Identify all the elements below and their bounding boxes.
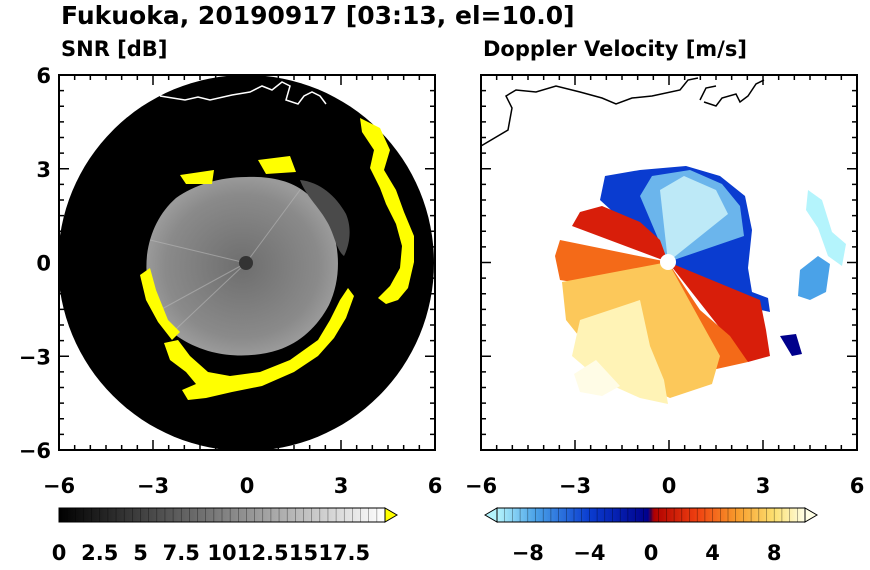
colorbar-tick-label: −4 [573,541,605,565]
snr-coastline [159,81,327,105]
x-tick-label: −6 [43,474,75,498]
doppler-colorbar-extend-high [804,507,818,523]
x-tick-label: 0 [240,474,255,498]
y-tick-label: −3 [19,345,51,369]
doppler-radar-site-marker [660,254,676,270]
snr-panel: SNR [dB] [19,37,443,498]
colorbar-tick-label: −8 [512,541,544,565]
doppler-panel-title: Doppler Velocity [m/s] [483,37,747,61]
doppler-plot-area [481,77,846,404]
snr-colorbar-ticks: 0 2.5 5 7.5 10 12.5 15 17.5 [52,508,378,565]
doppler-positive-red [572,206,770,362]
doppler-coastline [481,77,765,147]
snr-panel-title: SNR [dB] [61,37,167,61]
y-tick-label: 3 [36,158,51,182]
y-tick-label: −6 [19,439,51,463]
colorbar-tick-label: 4 [705,541,720,565]
snr-colorbar: 0 2.5 5 7.5 10 12.5 15 17.5 [52,507,398,565]
x-tick-label: 3 [756,474,771,498]
colorbar-tick-label: 7.5 [163,541,200,565]
y-tick-label: 0 [36,252,51,276]
x-tick-label: 0 [662,474,677,498]
doppler-positive-faint [574,360,620,396]
y-tick-label: 6 [36,64,51,88]
doppler-panel: Doppler Velocity [m/s] −6 −3 0 3 6 [465,37,864,498]
doppler-east-patch [798,256,830,300]
snr-radial-rays [149,189,301,331]
colorbar-tick-label: 15 [289,541,318,565]
snr-axis-ticks: −6 −3 0 3 6 6 3 0 −3 −6 [19,64,443,498]
x-tick-label: −3 [137,474,169,498]
doppler-colorbar-extend-low [484,507,498,523]
snr-plot-area [59,75,434,450]
doppler-colorbar-ticks: −8 −4 0 4 8 [504,508,798,565]
figure-title: Fukuoka, 20190917 [03:13, el=10.0] [61,1,575,30]
colorbar-tick-label: 0 [644,541,659,565]
doppler-axis-ticks: −6 −3 0 3 6 [465,74,865,498]
doppler-southeast-patch [780,334,802,356]
colorbar-tick-label: 17.5 [318,541,370,565]
colorbar-tick-label: 8 [767,541,782,565]
colorbar-tick-label: 0 [52,541,67,565]
snr-colorbar-extend-arrow [384,507,398,523]
doppler-negative-echo-pale [660,176,728,262]
x-tick-label: 6 [428,474,443,498]
x-tick-label: −3 [559,474,591,498]
colorbar-tick-label: 2.5 [81,541,118,565]
snr-radar-site-marker [239,256,253,270]
x-tick-label: −6 [465,474,497,498]
x-tick-label: 6 [850,474,865,498]
colorbar-tick-label: 10 [207,541,236,565]
doppler-positive-pale [572,300,668,404]
doppler-colorbar: −8 −4 0 4 8 [484,507,818,565]
x-tick-label: 3 [334,474,349,498]
snr-echo-patch [300,180,350,256]
colorbar-tick-label: 5 [133,541,148,565]
colorbar-tick-label: 12.5 [237,541,289,565]
snr-high-ring [140,118,414,400]
doppler-east-patch-pale [806,190,846,266]
